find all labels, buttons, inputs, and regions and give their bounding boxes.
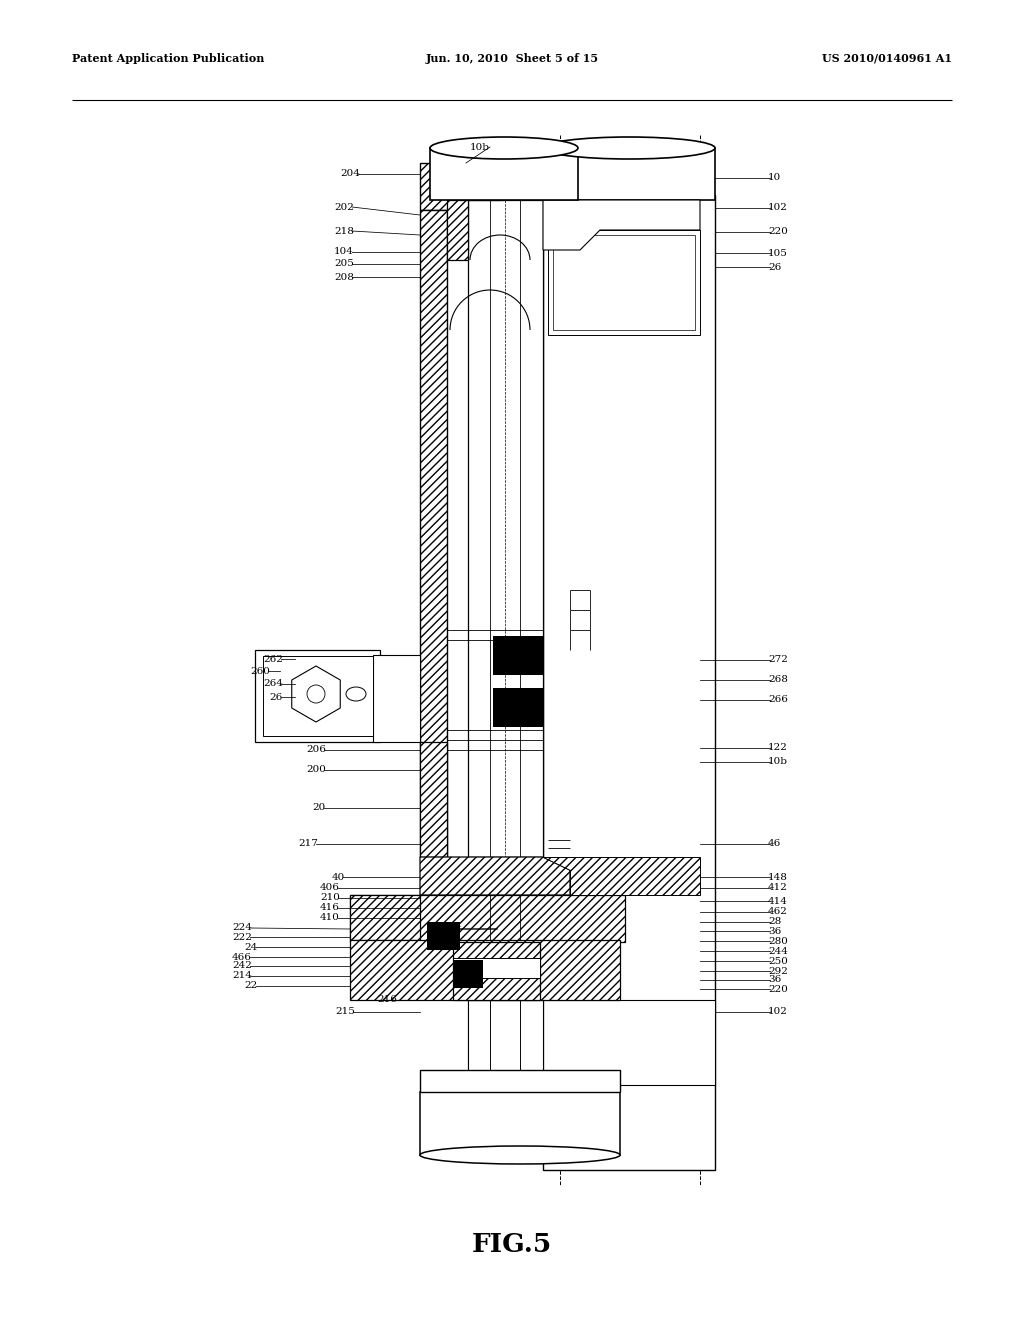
Text: 462: 462	[768, 908, 787, 916]
Bar	[420, 1092, 620, 1155]
Bar	[350, 940, 620, 1001]
Text: Patent Application Publication: Patent Application Publication	[72, 53, 264, 63]
Text: 205: 205	[334, 260, 354, 268]
Bar	[420, 742, 447, 857]
Text: 122: 122	[768, 743, 787, 752]
Text: 266: 266	[768, 696, 787, 705]
Text: 260: 260	[250, 667, 270, 676]
Text: US 2010/0140961 A1: US 2010/0140961 A1	[822, 53, 952, 63]
Bar	[543, 1001, 715, 1085]
Text: 242: 242	[232, 961, 252, 970]
Text: 26: 26	[768, 263, 781, 272]
Text: 202: 202	[334, 202, 354, 211]
Text: 214: 214	[232, 972, 252, 981]
Text: 204: 204	[340, 169, 360, 178]
Text: 40: 40	[332, 873, 345, 882]
Bar	[468, 201, 543, 857]
Bar	[453, 958, 540, 978]
Polygon shape	[543, 201, 700, 249]
Ellipse shape	[420, 1146, 620, 1164]
Text: 104: 104	[334, 248, 354, 256]
Bar	[548, 230, 700, 335]
Bar	[447, 162, 501, 201]
Text: 208: 208	[334, 272, 354, 281]
Text: 200: 200	[306, 766, 326, 775]
Bar	[420, 1071, 620, 1092]
Ellipse shape	[543, 137, 715, 158]
Bar	[447, 201, 468, 260]
Text: 215: 215	[335, 1007, 355, 1016]
Bar	[543, 148, 715, 201]
Bar	[468, 857, 543, 1085]
Bar	[350, 895, 420, 940]
Text: 412: 412	[768, 883, 787, 892]
Text: 416: 416	[321, 903, 340, 912]
Text: Jun. 10, 2010  Sheet 5 of 15: Jun. 10, 2010 Sheet 5 of 15	[425, 53, 599, 63]
Text: 224: 224	[232, 924, 252, 932]
Text: 36: 36	[768, 927, 781, 936]
Text: FIG.5: FIG.5	[472, 1233, 552, 1258]
Text: 102: 102	[768, 203, 787, 213]
Text: 20: 20	[312, 804, 326, 813]
Text: 46: 46	[768, 840, 781, 849]
Text: 466: 466	[232, 953, 252, 961]
Text: 268: 268	[768, 676, 787, 685]
Text: 264: 264	[263, 680, 283, 689]
Bar	[427, 921, 460, 950]
Text: 26: 26	[269, 693, 283, 701]
Text: 218: 218	[334, 227, 354, 235]
Bar	[373, 655, 420, 742]
Text: 406: 406	[321, 883, 340, 892]
Polygon shape	[263, 656, 373, 737]
Text: 10: 10	[768, 173, 781, 182]
Ellipse shape	[346, 686, 366, 701]
Text: 24: 24	[245, 942, 258, 952]
Polygon shape	[292, 667, 340, 722]
Text: 410: 410	[321, 913, 340, 923]
Text: 206: 206	[306, 746, 326, 755]
Text: 148: 148	[768, 873, 787, 882]
Ellipse shape	[430, 137, 578, 158]
Text: 10b: 10b	[470, 143, 490, 152]
Bar	[420, 162, 466, 210]
Polygon shape	[543, 857, 700, 895]
Text: 216: 216	[377, 995, 397, 1005]
Bar	[553, 235, 695, 330]
Text: 250: 250	[768, 957, 787, 965]
Text: 272: 272	[768, 656, 787, 664]
Bar	[468, 1001, 543, 1090]
Bar	[430, 148, 578, 201]
Bar	[420, 210, 447, 857]
Text: 105: 105	[768, 248, 787, 257]
Text: 10b: 10b	[768, 758, 788, 767]
Text: 36: 36	[768, 975, 781, 985]
Ellipse shape	[307, 685, 325, 704]
Bar	[350, 895, 625, 942]
Text: 292: 292	[768, 966, 787, 975]
Text: 28: 28	[768, 917, 781, 927]
Bar	[493, 688, 543, 727]
Text: 220: 220	[768, 985, 787, 994]
Text: 210: 210	[321, 894, 340, 903]
Text: 414: 414	[768, 896, 787, 906]
Text: 102: 102	[768, 1007, 787, 1016]
Text: 222: 222	[232, 932, 252, 941]
Text: 22: 22	[245, 982, 258, 990]
Bar	[543, 195, 715, 1170]
Polygon shape	[420, 857, 570, 895]
Text: 262: 262	[263, 655, 283, 664]
Bar	[493, 636, 543, 675]
Text: 220: 220	[768, 227, 787, 236]
Polygon shape	[255, 649, 380, 742]
Bar	[453, 942, 540, 1001]
Bar	[454, 960, 483, 987]
Text: 280: 280	[768, 936, 787, 945]
Text: 244: 244	[768, 946, 787, 956]
Text: 217: 217	[298, 840, 318, 849]
